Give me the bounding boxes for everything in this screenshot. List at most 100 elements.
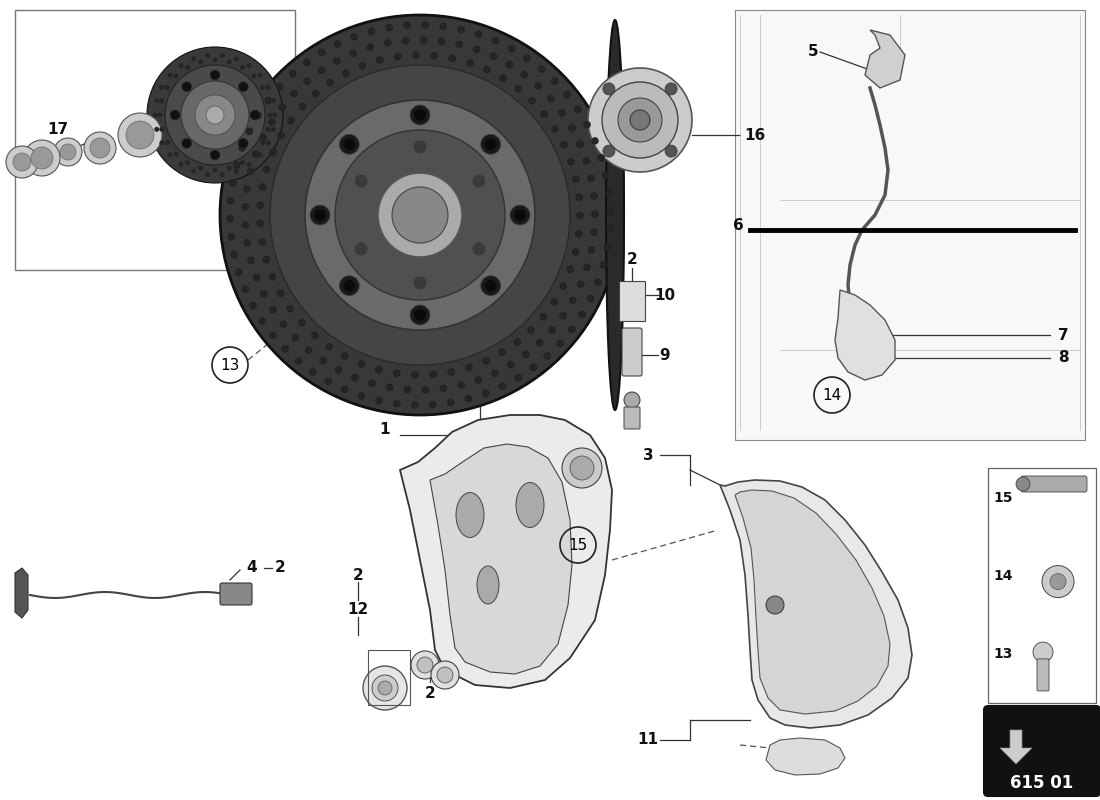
Circle shape: [481, 276, 500, 296]
Circle shape: [412, 276, 427, 290]
Circle shape: [508, 45, 515, 52]
Circle shape: [603, 172, 609, 179]
Circle shape: [351, 374, 359, 381]
Circle shape: [336, 366, 342, 374]
Circle shape: [263, 256, 270, 263]
Circle shape: [515, 374, 521, 381]
Text: 4: 4: [246, 561, 257, 575]
Circle shape: [295, 358, 302, 365]
Text: 7: 7: [1058, 327, 1068, 342]
Circle shape: [587, 295, 594, 302]
Circle shape: [246, 63, 252, 68]
Polygon shape: [15, 568, 28, 618]
Circle shape: [258, 238, 266, 246]
Circle shape: [411, 651, 439, 679]
Circle shape: [287, 117, 295, 124]
Text: 1: 1: [379, 422, 390, 438]
Circle shape: [568, 158, 574, 166]
Text: 2: 2: [353, 567, 363, 582]
Circle shape: [359, 62, 366, 70]
Circle shape: [228, 234, 234, 240]
Circle shape: [273, 113, 277, 118]
Circle shape: [591, 229, 597, 235]
Circle shape: [538, 66, 544, 73]
Circle shape: [541, 110, 548, 118]
Circle shape: [178, 63, 184, 68]
Circle shape: [267, 113, 273, 118]
Text: 9: 9: [660, 347, 670, 362]
Circle shape: [350, 50, 356, 57]
Circle shape: [320, 358, 327, 364]
Circle shape: [602, 82, 678, 158]
Circle shape: [165, 85, 169, 90]
Circle shape: [165, 140, 169, 145]
Circle shape: [499, 382, 506, 390]
Circle shape: [227, 198, 234, 204]
Circle shape: [420, 37, 427, 43]
Circle shape: [256, 202, 264, 209]
Circle shape: [265, 140, 271, 146]
Circle shape: [233, 162, 240, 169]
Circle shape: [250, 110, 260, 120]
Circle shape: [591, 193, 597, 199]
Circle shape: [492, 37, 499, 44]
Circle shape: [265, 126, 271, 132]
Circle shape: [270, 149, 276, 156]
Circle shape: [206, 53, 210, 58]
Circle shape: [583, 158, 590, 165]
Circle shape: [227, 59, 232, 64]
Circle shape: [263, 166, 271, 173]
Circle shape: [473, 46, 480, 53]
Circle shape: [560, 312, 566, 319]
Circle shape: [234, 56, 239, 62]
Circle shape: [252, 151, 256, 156]
Circle shape: [455, 41, 463, 48]
Circle shape: [195, 95, 235, 135]
FancyBboxPatch shape: [984, 706, 1100, 796]
Circle shape: [336, 130, 505, 300]
Circle shape: [592, 138, 598, 144]
Circle shape: [549, 326, 556, 334]
Circle shape: [368, 380, 375, 386]
Text: 17: 17: [47, 122, 68, 138]
Circle shape: [167, 152, 173, 158]
Circle shape: [666, 145, 678, 157]
Circle shape: [248, 257, 254, 264]
Circle shape: [343, 138, 355, 150]
Circle shape: [227, 215, 233, 222]
Circle shape: [557, 340, 563, 347]
Text: 10: 10: [654, 287, 675, 302]
Circle shape: [243, 186, 251, 193]
Text: 5: 5: [808, 45, 818, 59]
Circle shape: [666, 83, 678, 95]
Circle shape: [318, 67, 324, 74]
Text: 2: 2: [275, 561, 285, 575]
Text: 8: 8: [1058, 350, 1068, 366]
Circle shape: [498, 349, 506, 356]
Circle shape: [174, 74, 178, 78]
Circle shape: [368, 28, 375, 34]
Circle shape: [572, 176, 580, 182]
Circle shape: [579, 311, 585, 318]
Circle shape: [422, 386, 429, 394]
Circle shape: [514, 338, 520, 346]
Circle shape: [412, 51, 419, 58]
Circle shape: [485, 138, 497, 150]
FancyBboxPatch shape: [619, 281, 645, 321]
Circle shape: [167, 73, 173, 78]
Circle shape: [334, 40, 341, 47]
Circle shape: [160, 140, 164, 146]
Text: 12: 12: [348, 602, 369, 618]
Circle shape: [358, 361, 365, 367]
Circle shape: [483, 66, 491, 73]
Circle shape: [258, 184, 266, 190]
Circle shape: [305, 100, 535, 330]
Circle shape: [384, 39, 392, 46]
Circle shape: [268, 274, 276, 280]
Circle shape: [604, 244, 611, 250]
FancyBboxPatch shape: [735, 10, 1085, 440]
Text: 2: 2: [627, 253, 637, 267]
Circle shape: [358, 392, 365, 399]
Circle shape: [191, 169, 196, 174]
Text: 16: 16: [745, 127, 766, 142]
